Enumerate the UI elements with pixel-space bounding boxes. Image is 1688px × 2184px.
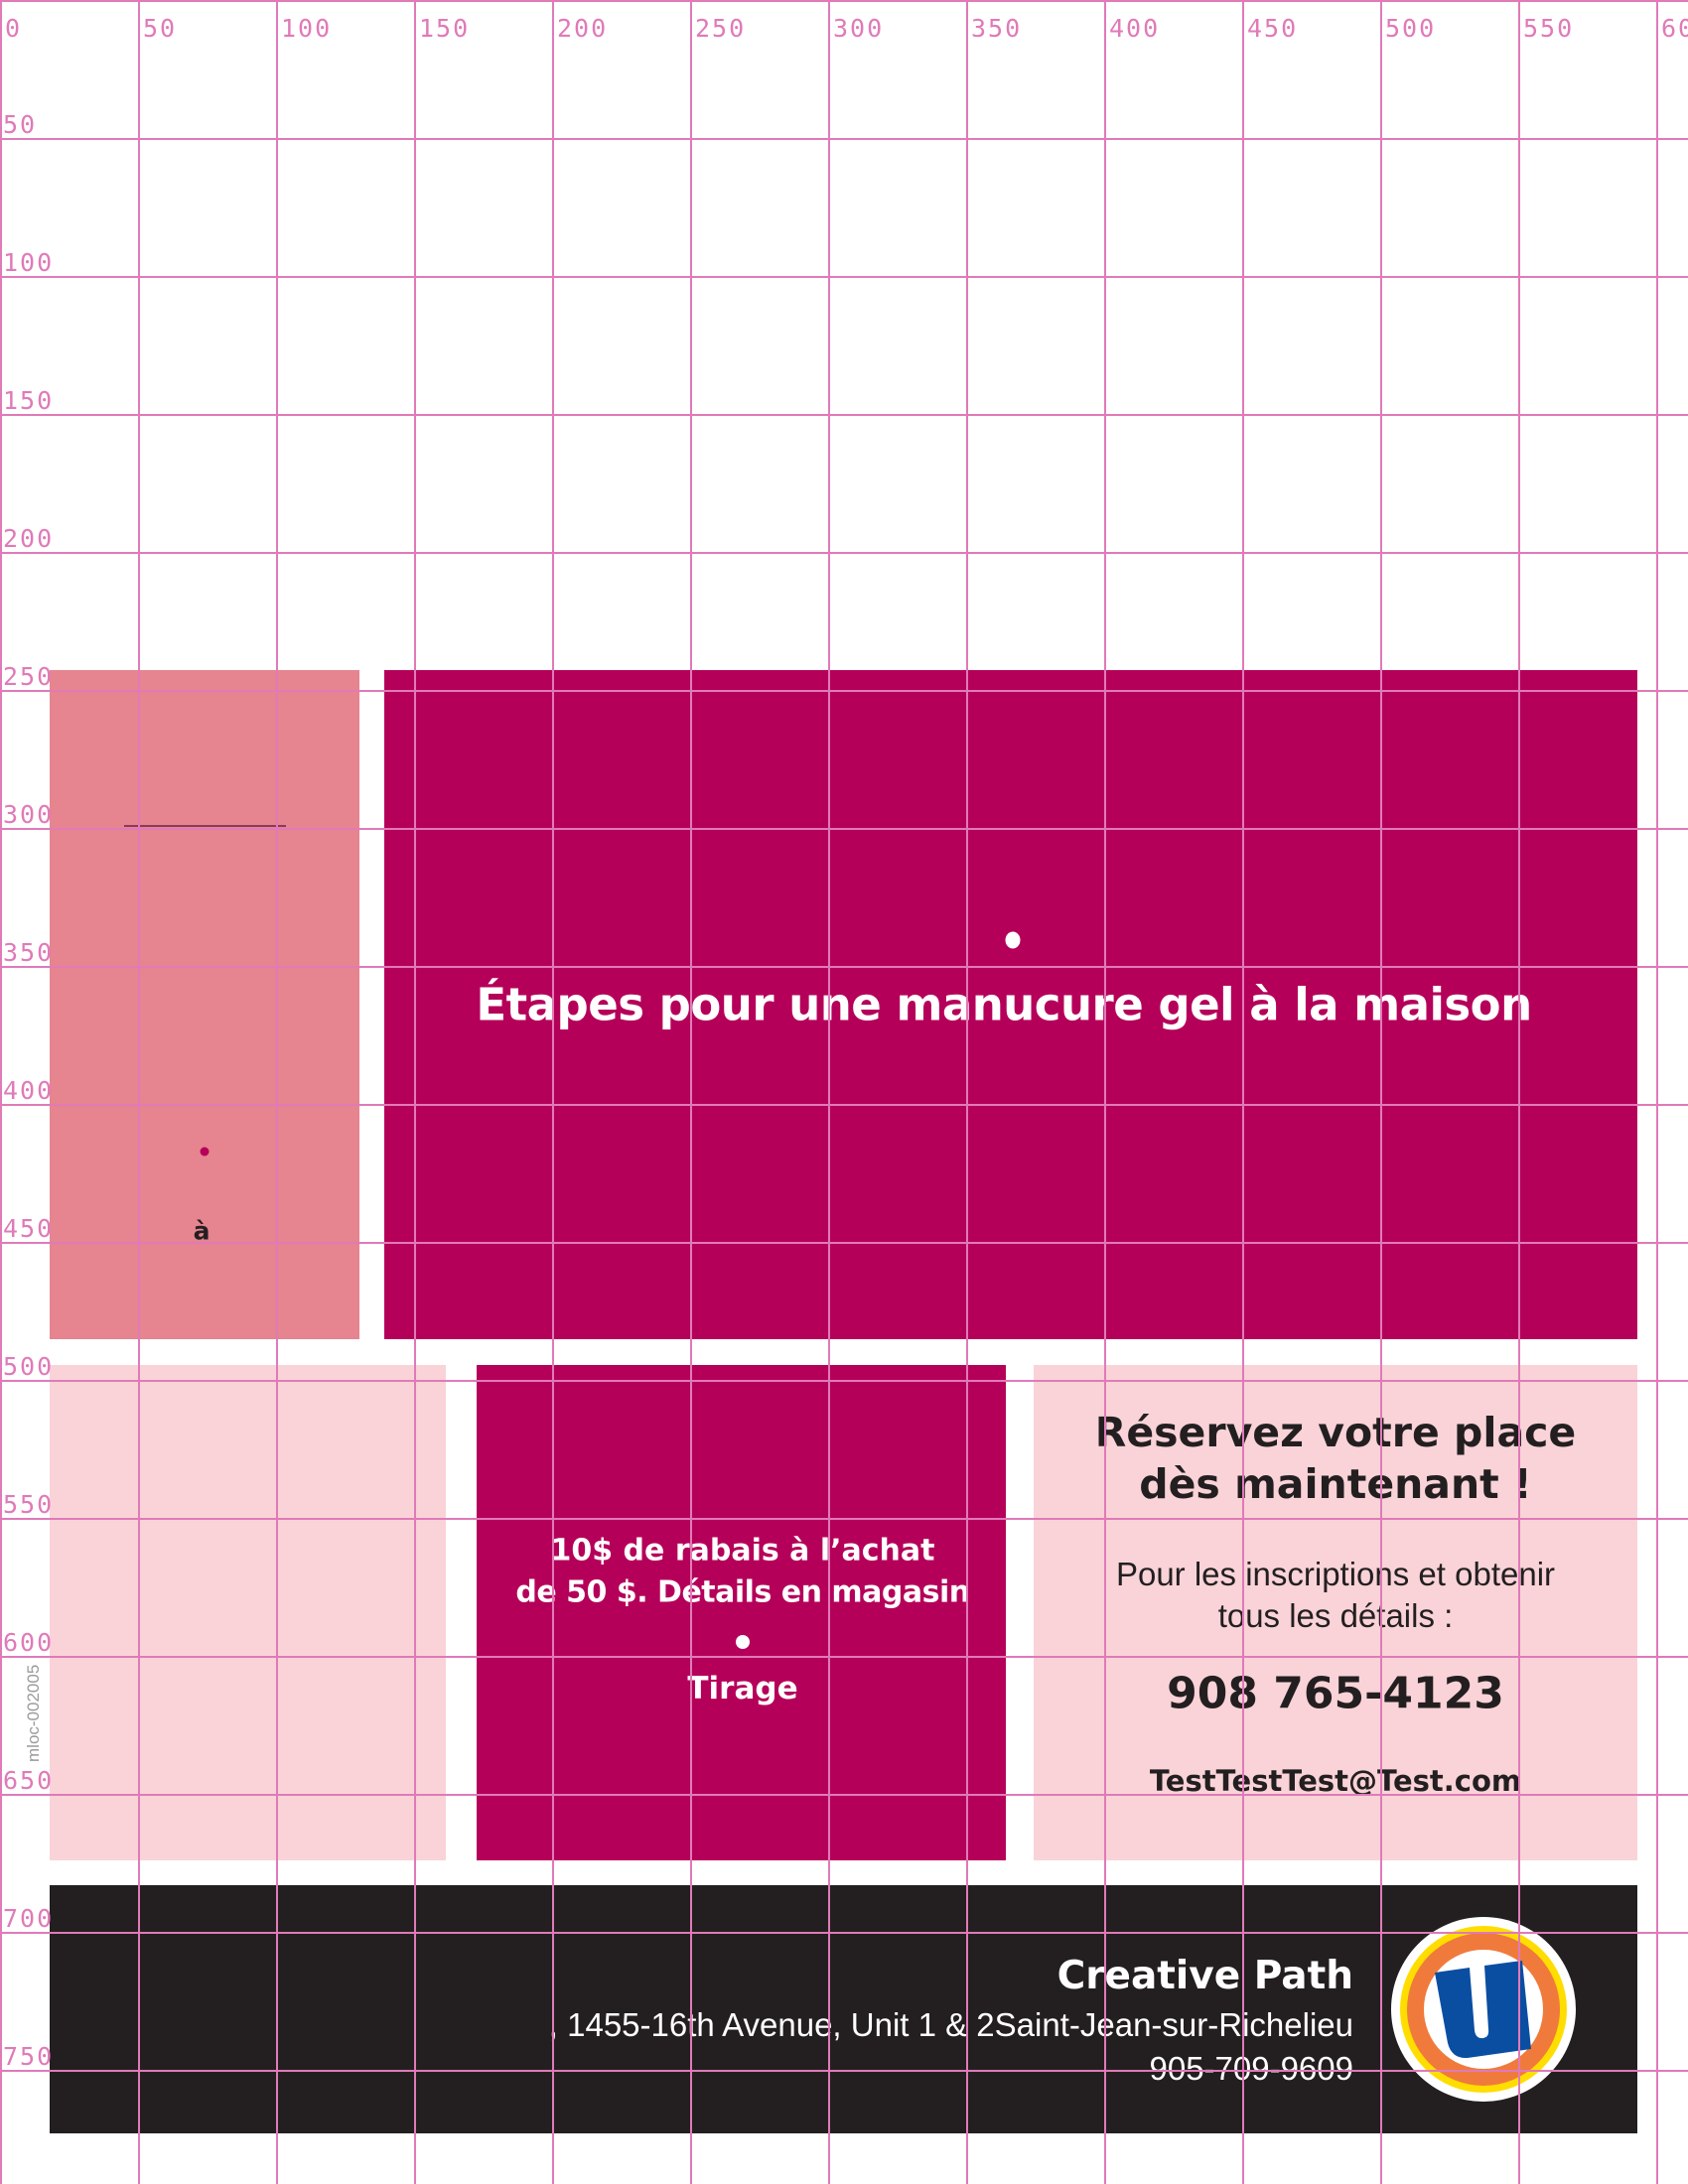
grid-line-vertical <box>690 0 692 2184</box>
hero-title: Étapes pour une manucure gel à la maison <box>476 978 1532 1031</box>
grid-label-y: 650 <box>3 1766 55 1795</box>
grid-line-horizontal <box>0 1932 1688 1934</box>
grid-line-horizontal <box>0 276 1688 278</box>
left-panel: à <box>50 670 359 1339</box>
left-panel-rule <box>124 825 286 827</box>
grid-label-y: 200 <box>3 524 55 553</box>
grid-line-vertical <box>1656 0 1658 2184</box>
document-code: mloc-002005 <box>24 1664 43 1762</box>
grid-label-x: 200 <box>557 14 609 43</box>
grid-label-y: 550 <box>3 1490 55 1519</box>
grid-label-x: 100 <box>281 14 333 43</box>
footer-address: , 1455-16th Avenue, Unit 1 & 2Saint-Jean… <box>548 2006 1353 2043</box>
grid-line-horizontal <box>0 966 1688 968</box>
reserve-email[interactable]: TestTestTest@Test.com <box>1149 1764 1522 1798</box>
grid-line-vertical <box>1242 0 1244 2184</box>
grid-line-vertical <box>1518 0 1520 2184</box>
grid-label-y: 150 <box>3 386 55 415</box>
grid-label-x: 0 <box>5 14 23 43</box>
grid-line-vertical <box>276 0 278 2184</box>
grid-line-horizontal <box>0 690 1688 692</box>
grid-line-horizontal <box>0 552 1688 554</box>
store-logo-icon <box>1391 1917 1576 2102</box>
grid-line-vertical <box>414 0 416 2184</box>
promo-draw: Tirage <box>687 1671 798 1706</box>
grid-label-y: 400 <box>3 1076 55 1105</box>
grid-label-y: 750 <box>3 2042 55 2071</box>
grid-label-x: 450 <box>1247 14 1299 43</box>
grid-line-horizontal <box>0 1794 1688 1796</box>
grid-line-vertical <box>1104 0 1106 2184</box>
grid-label-x: 550 <box>1523 14 1575 43</box>
grid-line-vertical <box>1380 0 1382 2184</box>
reserve-heading-line-2: dès maintenant ! <box>1139 1460 1532 1508</box>
reserve-body-line-1: Pour les inscriptions et obtenir <box>1115 1556 1556 1592</box>
grid-label-y: 50 <box>3 110 38 139</box>
grid-label-x: 50 <box>143 14 178 43</box>
grid-label-x: 350 <box>971 14 1023 43</box>
reserve-phone[interactable]: 908 765-4123 <box>1167 1668 1504 1719</box>
grid-label-y: 300 <box>3 800 55 829</box>
grid-line-horizontal <box>0 828 1688 830</box>
grid-label-x: 150 <box>419 14 471 43</box>
bullet-dot <box>1005 931 1021 949</box>
grid-label-x: 600 <box>1661 14 1688 43</box>
grid-line-vertical <box>138 0 140 2184</box>
grid-line-horizontal <box>0 2070 1688 2072</box>
grid-label-y: 600 <box>3 1628 55 1657</box>
grid-label-x: 400 <box>1109 14 1161 43</box>
promo-line-2: de 50 $. Détails en magasin <box>515 1574 970 1610</box>
grid-line-horizontal <box>0 1518 1688 1520</box>
footer-store-name: Creative Path <box>1056 1954 1353 1998</box>
footer-phone: 905-709-9609 <box>1149 2050 1353 2087</box>
grid-label-y: 450 <box>3 1214 55 1243</box>
footer-bar: Creative Path , 1455-16th Avenue, Unit 1… <box>50 1885 1637 2133</box>
grid-label-x: 250 <box>695 14 747 43</box>
grid-line-horizontal <box>0 1104 1688 1106</box>
grid-line-vertical <box>0 0 2 2184</box>
grid-line-horizontal <box>0 138 1688 140</box>
grid-line-vertical <box>552 0 554 2184</box>
grid-line-vertical <box>966 0 968 2184</box>
hero-panel: Étapes pour une manucure gel à la maison <box>384 670 1637 1339</box>
grid-label-y: 250 <box>3 662 55 691</box>
grid-label-y: 700 <box>3 1904 55 1933</box>
promo-panel: 10$ de rabais à l’achat de 50 $. Détails… <box>477 1365 1006 1860</box>
bullet-dot <box>200 1147 210 1157</box>
grid-label-x: 300 <box>833 14 885 43</box>
grid-label-y: 350 <box>3 938 55 967</box>
reserve-panel: Réservez votre place dès maintenant ! Po… <box>1034 1365 1637 1860</box>
grid-line-horizontal <box>0 1656 1688 1658</box>
grid-label-x: 500 <box>1385 14 1437 43</box>
reserve-heading-line-1: Réservez votre place <box>1094 1409 1577 1456</box>
left-panel-text: à <box>193 1216 211 1246</box>
grid-line-horizontal <box>0 414 1688 416</box>
bullet-dot <box>736 1635 750 1649</box>
reserve-body-line-2: tous les détails : <box>1217 1597 1454 1634</box>
grid-line-horizontal <box>0 1380 1688 1382</box>
grid-line-horizontal <box>0 1242 1688 1244</box>
image-placeholder-panel <box>50 1365 446 1860</box>
grid-line-horizontal <box>0 0 1688 2</box>
grid-label-y: 100 <box>3 248 55 277</box>
promo-line-1: 10$ de rabais à l’achat <box>550 1533 935 1569</box>
grid-line-vertical <box>828 0 830 2184</box>
grid-label-y: 500 <box>3 1352 55 1381</box>
